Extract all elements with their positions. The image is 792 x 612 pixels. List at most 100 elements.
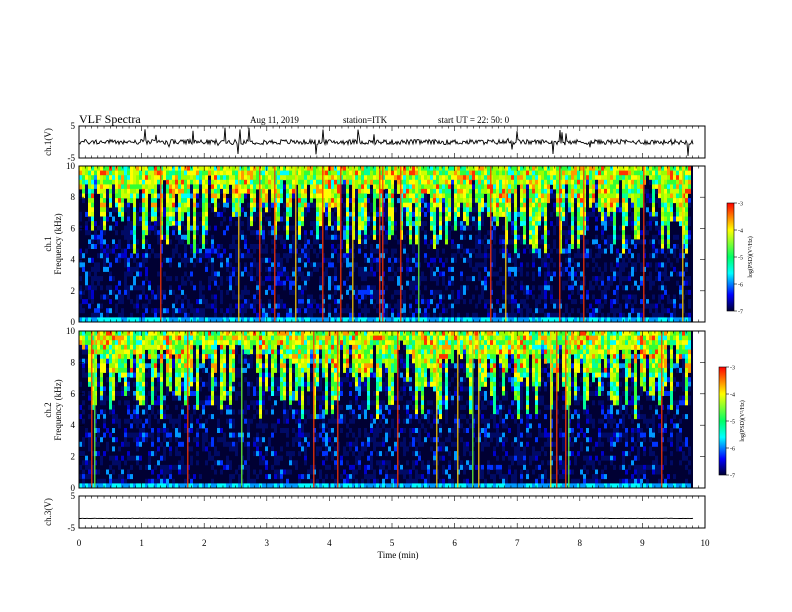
ch2-spec-cell [97, 478, 100, 484]
ch1-spec-cell [688, 276, 691, 282]
ch1-spec-cell [622, 211, 625, 217]
ch1-spec-cell [304, 211, 307, 217]
ch1-spec-cell [331, 317, 334, 323]
ch1-spec-cell [655, 248, 658, 254]
ch1-spec-cell [214, 202, 217, 208]
ch1-spec-cell [142, 312, 145, 318]
ch1-spec-cell [289, 253, 292, 259]
ch1-spec-cell [250, 230, 253, 236]
ch1-spec-cell [310, 184, 313, 190]
ch1-spec-cell [106, 166, 109, 171]
ch1-spec-cell [178, 253, 181, 259]
ch1-spec-cell [271, 285, 274, 291]
ch1-spec-cell [478, 175, 481, 181]
ch1-spec-cell [388, 230, 391, 236]
ch1-spec-cell [136, 253, 139, 259]
ch1-spec-cell [679, 303, 682, 309]
ch1-spec-cell [205, 262, 208, 268]
ch1-spec-cell [667, 170, 670, 176]
ch1-spec-cell [574, 184, 577, 190]
ch1-spec-cell [553, 244, 556, 249]
ch1-spec-cell [445, 257, 448, 263]
ch1-spec-cell [244, 308, 247, 314]
ch1-spec-cell [394, 166, 397, 171]
ch1-spec-cell [124, 289, 127, 295]
ch1-spec-cell [628, 179, 631, 185]
ch1-spec-cell [466, 312, 469, 318]
ch1-spec-cell [460, 317, 463, 323]
ch1-spec-cell [262, 184, 265, 190]
ch1-spec-cell [121, 294, 124, 300]
ch1-spec-cell [688, 299, 691, 305]
ch1-spec-cell [508, 179, 511, 185]
ch2-spec-cell [103, 331, 106, 336]
ch2-spec-cell [79, 464, 82, 470]
ch1-spec-cell [265, 170, 268, 176]
ch1-spec-cell [571, 276, 574, 282]
ch1-spec-cell [103, 166, 106, 171]
ch1-spec-cell [376, 299, 379, 305]
ch1-spec-cell [178, 175, 181, 181]
ch1-spec-cell [214, 170, 217, 176]
ch1-spec-cell [328, 221, 331, 227]
ch1-spec-cell [415, 198, 418, 204]
ch1-spec-cell [541, 262, 544, 268]
ch1-spec-cell [175, 211, 178, 217]
ch1-spec-cell [478, 225, 481, 231]
ch1-spec-cell [364, 303, 367, 309]
ch1-spec-cell [496, 280, 499, 286]
ch1-spec-cell [589, 179, 592, 185]
ch1-spec-cell [154, 312, 157, 318]
ch1-spec-cell [646, 193, 649, 199]
ch2-spec-cell [106, 349, 109, 355]
ch1-spec-cell [214, 294, 217, 300]
ch1-spec-cell [127, 175, 130, 181]
ch1-spec-cell [541, 170, 544, 176]
ch1-spec-cell [115, 207, 118, 213]
ch1-spec-cell [613, 170, 616, 176]
ch1-spec-cell [463, 289, 466, 295]
ch1-spec-cell [532, 179, 535, 185]
ch1-spec-cell [628, 188, 631, 194]
ch1-spec-cell [679, 170, 682, 176]
ch2-spec-cell [82, 400, 85, 406]
ch1-spec-cell [568, 285, 571, 291]
ch1-spec-cell [298, 234, 301, 240]
ch1-spec-cell [526, 193, 529, 199]
ch1-spec-cell [481, 207, 484, 213]
ch1-spec-cell [373, 289, 376, 295]
ch1-spec-cell [112, 207, 115, 213]
ch2-spec-cell [100, 340, 103, 346]
ch1-spec-cell [271, 289, 274, 295]
ch1-spec-cell [388, 216, 391, 222]
ch1-spec-cell [277, 211, 280, 217]
ch1-spec-cell [88, 303, 91, 309]
ch1-spec-cell [565, 266, 568, 272]
ch1-spec-cell [589, 198, 592, 204]
ch1-spec-cell [187, 317, 190, 323]
ch1-spec-cell [232, 175, 235, 181]
ch1-spec-cell [337, 207, 340, 213]
ch1-spec-cell [175, 221, 178, 227]
ch1-spec-cell [565, 257, 568, 263]
ch1-spec-cell [145, 179, 148, 185]
ch1-spec-cell [316, 179, 319, 185]
ch1-spec-cell [679, 207, 682, 213]
ch1-spec-cell [277, 175, 280, 181]
ch1-spec-cell [145, 317, 148, 323]
ch1-spec-cell [688, 170, 691, 176]
ch1-spec-cell [460, 184, 463, 190]
ch1-spec-cell [187, 198, 190, 204]
ch1-spec-cell [373, 170, 376, 176]
ch1-spec-cell [433, 230, 436, 236]
ch1-spec-cell [361, 179, 364, 185]
ch1-spec-cell [262, 179, 265, 185]
ch1-spec-cell [241, 166, 244, 171]
ch1-spec-cell [184, 170, 187, 176]
ch2-spec-cell [103, 335, 106, 341]
ch1-spec-cell [625, 285, 628, 291]
ch1-spec-cell [544, 262, 547, 268]
ch1-spec-cell [109, 179, 112, 185]
ch1-spec-cell [676, 193, 679, 199]
ch1-spec-cell [100, 193, 103, 199]
